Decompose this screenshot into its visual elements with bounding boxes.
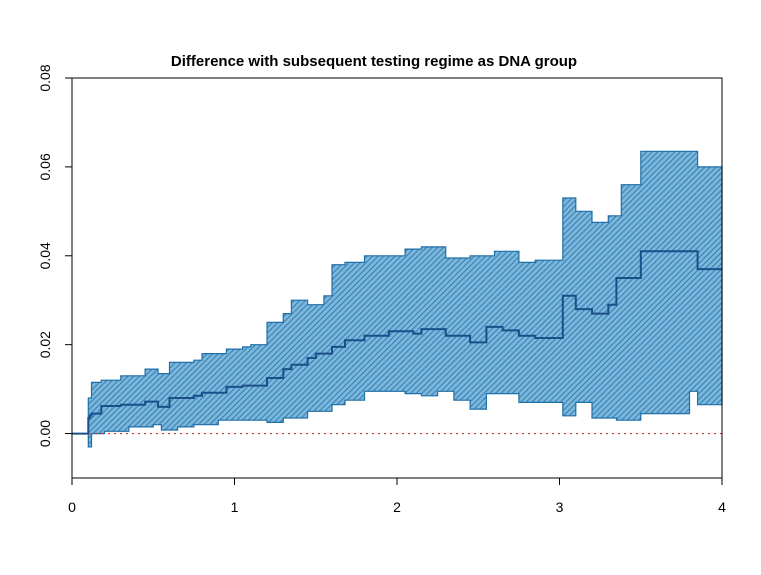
y-tick-label: 0.06	[37, 153, 53, 180]
series-line-layer	[72, 250, 722, 435]
y-tick-label: 0.02	[37, 331, 53, 358]
y-tick-label: 0.04	[37, 242, 53, 269]
chart-title: Difference with subsequent testing regim…	[171, 53, 577, 70]
y-tick-label: 0.00	[37, 420, 53, 447]
confidence-band	[72, 150, 723, 448]
estimate-line	[72, 250, 722, 435]
y-tick-label: 0.08	[37, 64, 53, 91]
x-tick-label: 4	[718, 499, 726, 515]
x-tick-label: 3	[556, 499, 564, 515]
y-axis: 0.00 0.02 0.04 0.06 0.08	[37, 64, 72, 447]
confidence-band-layer	[72, 150, 723, 448]
x-tick-label: 2	[393, 499, 401, 515]
x-tick-label: 0	[68, 499, 76, 515]
x-tick-label: 1	[231, 499, 239, 515]
x-axis: 0 1 2 3 4	[68, 478, 726, 515]
